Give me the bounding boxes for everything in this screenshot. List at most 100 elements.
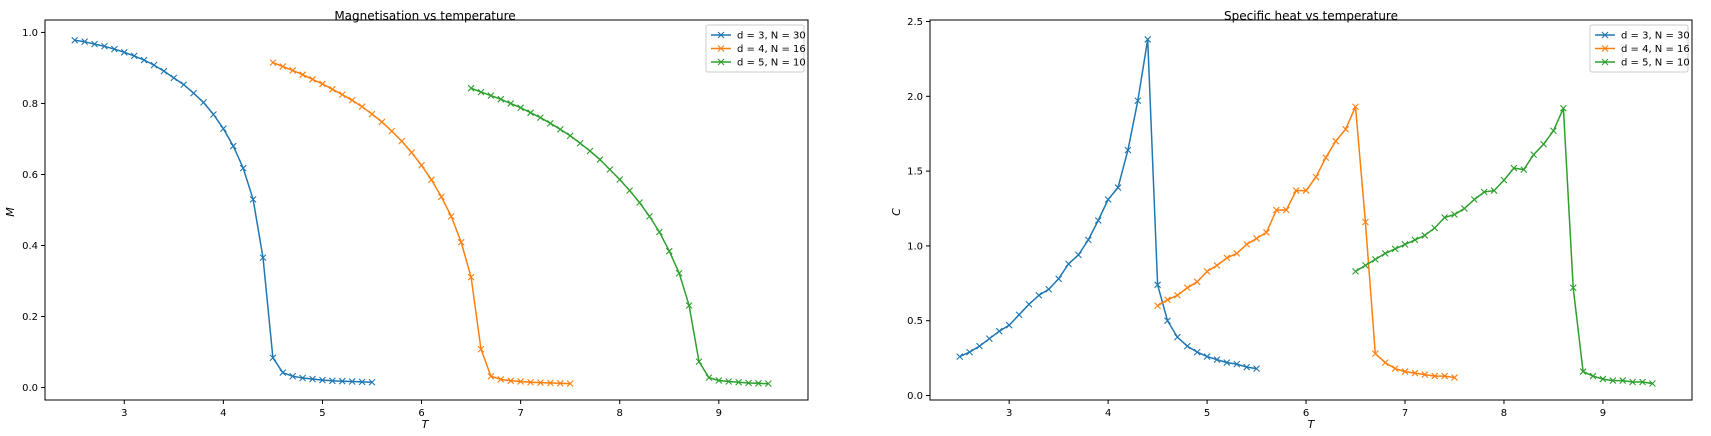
- data-point: [586, 147, 594, 155]
- data-point: [537, 379, 544, 386]
- x-tick-label: 6: [418, 408, 424, 419]
- data-point: [348, 378, 356, 385]
- data-point: [1292, 187, 1300, 194]
- data-point: [348, 96, 356, 104]
- legend-label: d = 4, N = 16: [737, 44, 806, 55]
- y-tick-label: 0.2: [22, 312, 38, 323]
- data-point: [985, 335, 993, 343]
- data-point: [110, 45, 118, 53]
- data-point: [170, 74, 178, 82]
- data-point: [1243, 241, 1251, 248]
- data-point: [200, 99, 207, 106]
- data-point: [1401, 368, 1409, 375]
- data-point: [1401, 241, 1409, 248]
- y-tick-label: 0.5: [907, 316, 923, 327]
- data-point: [160, 67, 168, 75]
- legend-item: d = 5, N = 10: [1595, 58, 1690, 69]
- data-point: [507, 377, 515, 385]
- data-point: [1253, 235, 1260, 242]
- legend-item: d = 3, N = 30: [711, 31, 806, 42]
- data-point: [665, 247, 673, 255]
- data-point: [487, 92, 495, 100]
- series-1: [956, 36, 1260, 372]
- data-point: [428, 176, 435, 184]
- data-point: [1144, 36, 1152, 43]
- data-point: [517, 378, 525, 385]
- data-point: [705, 374, 713, 382]
- data-point: [279, 369, 287, 377]
- data-point: [1530, 151, 1538, 159]
- data-point: [368, 110, 376, 118]
- data-point: [1411, 369, 1419, 377]
- x-tick-label: 5: [319, 408, 325, 419]
- data-point: [995, 327, 1003, 335]
- y-tick-label: 0.8: [22, 99, 38, 110]
- data-point: [497, 95, 505, 103]
- data-point: [1421, 371, 1429, 378]
- data-point: [477, 345, 485, 353]
- data-point: [546, 119, 554, 127]
- data-point: [279, 63, 287, 70]
- legend-marker: [717, 58, 725, 66]
- legend-marker: [717, 45, 725, 52]
- data-point: [477, 88, 485, 96]
- data-point: [81, 38, 89, 46]
- legend-box: [705, 24, 805, 73]
- data-point: [1362, 218, 1369, 226]
- data-point: [1322, 154, 1330, 162]
- legend: d = 3, N = 30 d = 4, N = 16 d = 5, N = 10: [705, 24, 806, 73]
- data-point: [1421, 232, 1429, 239]
- y-tick-label: 2.0: [907, 92, 923, 103]
- data-point: [1312, 173, 1320, 181]
- x-tick-label: 8: [1501, 408, 1507, 419]
- data-point: [1272, 206, 1280, 214]
- data-point: [1243, 363, 1251, 371]
- data-point: [338, 91, 346, 98]
- data-point: [626, 187, 634, 194]
- data-point: [457, 238, 465, 246]
- data-point: [1203, 267, 1211, 275]
- axis-ticks: 3 4 5 6 7 8 9 0.0 0.5 1.0 1.5 2.0 2.5: [907, 17, 1606, 419]
- data-point: [269, 59, 277, 67]
- data-point: [1639, 378, 1646, 386]
- data-point: [239, 164, 247, 172]
- y-tick-label: 0.4: [22, 241, 38, 252]
- data-point: [1649, 380, 1656, 387]
- data-point: [556, 125, 564, 133]
- data-point: [966, 348, 973, 356]
- data-point: [1193, 278, 1201, 286]
- data-point: [210, 111, 217, 118]
- x-tick-label: 9: [1600, 408, 1606, 419]
- data-point: [1480, 188, 1488, 196]
- data-point: [1084, 236, 1092, 244]
- data-point: [1490, 187, 1498, 194]
- data-point: [180, 81, 188, 89]
- data-point: [120, 48, 128, 56]
- legend-item: d = 4, N = 16: [711, 44, 806, 55]
- x-tick-label: 9: [716, 408, 722, 419]
- x-tick-label: 6: [1303, 408, 1309, 419]
- data-point: [1431, 224, 1439, 232]
- data-point: [309, 75, 316, 83]
- data-point: [956, 353, 964, 361]
- data-point: [537, 114, 544, 122]
- data-point: [1223, 359, 1231, 366]
- series-2: [1154, 103, 1458, 381]
- data-point: [467, 273, 475, 281]
- data-point: [1104, 196, 1112, 203]
- data-point: [1233, 360, 1241, 368]
- data-point: [1183, 342, 1191, 350]
- data-point: [1451, 211, 1458, 218]
- data-point: [1441, 372, 1448, 380]
- data-point: [1619, 377, 1627, 384]
- plot-frame: [44, 19, 809, 401]
- data-point: [1015, 311, 1023, 319]
- data-point: [517, 104, 525, 112]
- x-tick-label: 8: [617, 408, 623, 419]
- data-point: [1589, 372, 1597, 380]
- data-point: [1154, 281, 1161, 289]
- specific-heat-panel: Specific heat vs temperature T C 3 4 5 6 7 8 9…: [890, 9, 1693, 431]
- data-point: [101, 42, 108, 50]
- data-point: [685, 302, 693, 309]
- data-point: [289, 67, 297, 74]
